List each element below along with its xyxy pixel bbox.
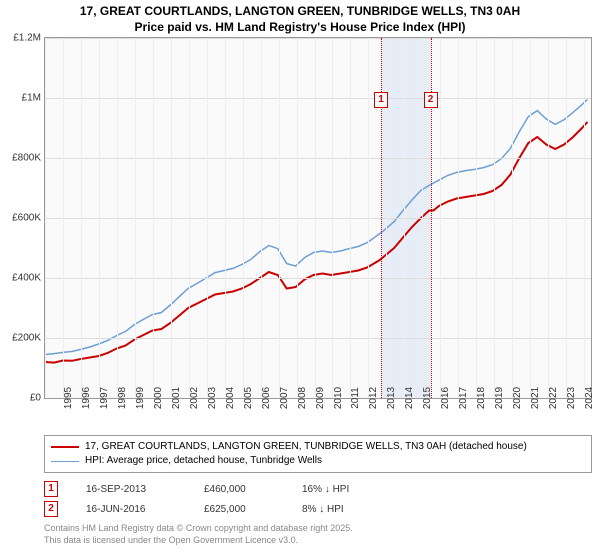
gridline-v xyxy=(153,38,154,398)
gridline-v xyxy=(512,38,513,398)
footer-line-2: This data is licensed under the Open Gov… xyxy=(44,535,592,547)
gridline-v xyxy=(584,38,585,398)
gridline-v xyxy=(494,38,495,398)
gridline-h xyxy=(45,38,591,39)
y-axis-label: £1M xyxy=(22,93,45,104)
legend-swatch xyxy=(51,461,79,462)
gridline-v xyxy=(279,38,280,398)
chart-container: 17, GREAT COURTLANDS, LANGTON GREEN, TUN… xyxy=(0,0,600,560)
gridline-v xyxy=(63,38,64,398)
chart-footer: Contains HM Land Registry data © Crown c… xyxy=(44,523,592,546)
gridline-h xyxy=(45,278,591,279)
gridline-h xyxy=(45,338,591,339)
gridline-v xyxy=(458,38,459,398)
marker-table: 1 16-SEP-2013 £460,000 16% ↓ HPI 2 16-JUN-201… xyxy=(44,479,592,519)
legend-row: 17, GREAT COURTLANDS, LANGTON GREEN, TUN… xyxy=(51,440,585,454)
legend-swatch xyxy=(51,446,79,448)
y-axis-label: £400K xyxy=(12,273,45,284)
y-axis-label: £0 xyxy=(30,393,45,404)
marker-table-price: £460,000 xyxy=(204,484,274,495)
marker-table-id: 1 xyxy=(44,481,58,497)
marker-table-diff: 16% ↓ HPI xyxy=(302,484,402,495)
gridline-v xyxy=(261,38,262,398)
title-line-2: Price paid vs. HM Land Registry's House … xyxy=(10,20,590,36)
y-axis-label: £800K xyxy=(12,153,45,164)
gridline-v xyxy=(332,38,333,398)
gridline-v xyxy=(368,38,369,398)
gridline-v xyxy=(476,38,477,398)
title-line-1: 17, GREAT COURTLANDS, LANGTON GREEN, TUN… xyxy=(10,4,590,20)
gridline-v xyxy=(189,38,190,398)
footer-line-1: Contains HM Land Registry data © Crown c… xyxy=(44,523,592,535)
gridline-v xyxy=(225,38,226,398)
gridline-v xyxy=(404,38,405,398)
legend-label: HPI: Average price, detached house, Tunb… xyxy=(85,454,322,468)
marker-table-diff: 8% ↓ HPI xyxy=(302,504,402,515)
plot-layer: £0£200K£400K£600K£800K£1M£1.2M1995199619… xyxy=(45,38,591,398)
marker-table-date: 16-SEP-2013 xyxy=(86,484,176,495)
gridline-v xyxy=(566,38,567,398)
gridline-v xyxy=(135,38,136,398)
gridline-v xyxy=(440,38,441,398)
gridline-h xyxy=(45,218,591,219)
gridline-v xyxy=(243,38,244,398)
marker-box-2: 2 xyxy=(424,92,438,108)
gridline-h xyxy=(45,158,591,159)
gridline-v xyxy=(171,38,172,398)
legend-row: HPI: Average price, detached house, Tunb… xyxy=(51,454,585,468)
gridline-h xyxy=(45,98,591,99)
y-axis-label: £600K xyxy=(12,213,45,224)
gridline-v xyxy=(315,38,316,398)
chart-plot-area: £0£200K£400K£600K£800K£1M£1.2M1995199619… xyxy=(44,37,592,399)
marker-table-row: 1 16-SEP-2013 £460,000 16% ↓ HPI xyxy=(44,479,592,499)
x-axis-label: 2025 xyxy=(584,387,600,409)
gridline-v xyxy=(548,38,549,398)
marker-table-row: 2 16-JUN-2016 £625,000 8% ↓ HPI xyxy=(44,499,592,519)
chart-legend: 17, GREAT COURTLANDS, LANGTON GREEN, TUN… xyxy=(44,435,592,473)
gridline-v xyxy=(81,38,82,398)
gridline-v xyxy=(350,38,351,398)
gridline-v xyxy=(117,38,118,398)
series-hpi xyxy=(45,100,587,355)
gridline-v xyxy=(207,38,208,398)
marker-box-1: 1 xyxy=(374,92,388,108)
gridline-v xyxy=(99,38,100,398)
marker-table-date: 16-JUN-2016 xyxy=(86,504,176,515)
gridline-v xyxy=(297,38,298,398)
marker-table-id: 2 xyxy=(44,501,58,517)
y-axis-label: £1.2M xyxy=(13,33,45,44)
legend-label: 17, GREAT COURTLANDS, LANGTON GREEN, TUN… xyxy=(85,440,527,454)
gridline-v xyxy=(45,38,46,398)
y-axis-label: £200K xyxy=(12,333,45,344)
chart-title: 17, GREAT COURTLANDS, LANGTON GREEN, TUN… xyxy=(0,0,600,37)
marker-table-price: £625,000 xyxy=(204,504,274,515)
gridline-v xyxy=(530,38,531,398)
